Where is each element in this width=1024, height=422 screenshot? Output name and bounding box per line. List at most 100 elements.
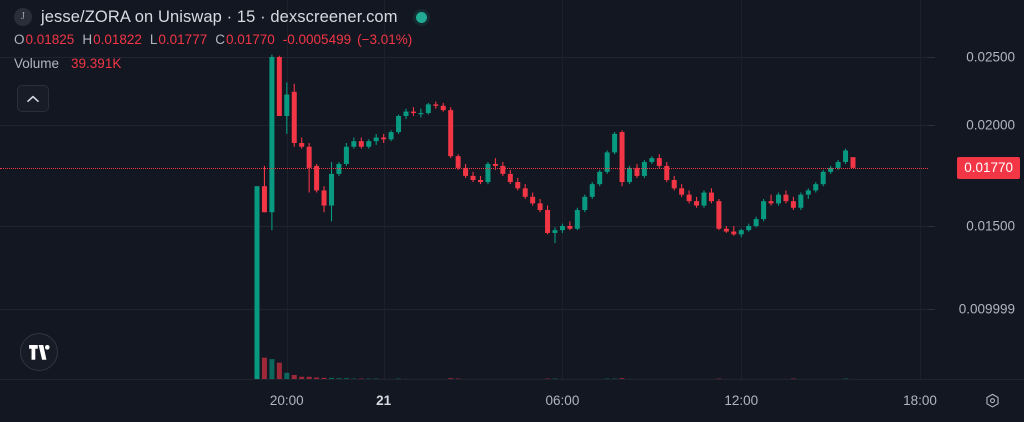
candle-body (619, 132, 625, 183)
candle-body (291, 91, 297, 144)
high-value: 0.01822 (93, 31, 142, 47)
candle-body (731, 231, 737, 235)
candle-body (738, 230, 744, 235)
time-axis-tick: 20:00 (269, 393, 304, 408)
candle-body (679, 188, 685, 195)
collapse-legend-button[interactable] (17, 85, 49, 112)
price-tick-mark (928, 226, 935, 227)
price-axis-tick: 0.01500 (966, 218, 1015, 234)
price-axis-tick: 0.009999 (958, 301, 1015, 317)
grid-line-vertical (286, 0, 288, 380)
candle-body (708, 192, 714, 202)
candle-body (612, 133, 618, 153)
grid-line-vertical (383, 0, 385, 380)
gear-icon (985, 393, 999, 407)
grid-line-horizontal (0, 309, 928, 310)
price-axis-tick: 0.02500 (966, 49, 1015, 65)
candle-body (574, 209, 580, 229)
candle-body (776, 194, 781, 204)
candle-body (522, 188, 528, 197)
time-axis-tick: 06:00 (545, 393, 580, 408)
change-absolute: -0.0005499 (282, 31, 352, 47)
candle-body (351, 141, 357, 147)
candle-body (463, 167, 469, 176)
candle-body (664, 165, 670, 180)
volume-bar (284, 372, 290, 380)
candle-body (381, 137, 387, 140)
candle-body (552, 230, 558, 233)
candle-body (299, 143, 305, 147)
candle-body (276, 57, 282, 116)
candle-body (418, 113, 424, 115)
chevron-up-icon (27, 95, 39, 102)
candle-body (835, 161, 841, 168)
low-label: L (149, 31, 158, 47)
candle-body (649, 158, 655, 162)
volume-bar (329, 377, 334, 380)
tradingview-logo-icon[interactable] (20, 333, 58, 371)
time-axis[interactable]: 20:00 21 06:00 12:00 18:00 (0, 379, 1024, 422)
candle-body (761, 201, 767, 220)
candle-body (850, 157, 856, 168)
tv-glyph-icon (28, 344, 50, 360)
candle-body (604, 152, 610, 172)
candle-body (455, 156, 461, 168)
candle-body (440, 105, 446, 111)
volume-bar (276, 362, 282, 380)
volume-bar (261, 357, 267, 380)
time-axis-tick: 21 (376, 393, 392, 408)
page-title[interactable]: jesse/ZORA on Uniswap · 15 · dexscreener… (41, 7, 398, 26)
volume-bar (306, 376, 312, 380)
candle-body (515, 182, 521, 189)
volume-bar (299, 376, 305, 380)
candle-body (656, 158, 662, 166)
candle-body (686, 194, 692, 202)
candle-body (790, 201, 796, 208)
legend-title-row: J jesse/ZORA on Uniswap · 15 · dexscreen… (14, 6, 427, 28)
candle-body (798, 194, 804, 208)
volume-label: Volume (14, 55, 60, 71)
candle-body (403, 111, 409, 116)
candle-body (485, 163, 491, 183)
settings-button[interactable] (982, 391, 1002, 411)
open-value: 0.01825 (25, 31, 75, 47)
volume-bar (314, 377, 320, 380)
candle-body (373, 137, 379, 142)
price-axis-tick: 0.02000 (966, 117, 1015, 133)
candle-body (366, 141, 372, 147)
high-label: H (82, 31, 93, 47)
grid-line-vertical (562, 0, 564, 380)
candle-body (269, 57, 275, 213)
candle-body (321, 190, 327, 206)
current-price-tag: 0.01770 (957, 156, 1020, 179)
candle-body (470, 175, 476, 180)
volume-bar (321, 377, 327, 380)
candle-body (306, 146, 312, 168)
candle-body (753, 219, 759, 226)
close-value: 0.01770 (225, 31, 275, 47)
price-tick-mark (928, 125, 935, 126)
time-axis-tick: 12:00 (724, 393, 759, 408)
grid-line-vertical (920, 0, 922, 380)
ohlc-row: O 0.01825 H 0.01822 L 0.01777 C 0.01770 … (14, 29, 427, 49)
candle-body (261, 186, 267, 213)
candle-body (828, 167, 834, 172)
candle-body (284, 94, 290, 116)
candle-body (597, 171, 603, 185)
candle-body (768, 201, 774, 204)
price-tick-mark (928, 57, 935, 58)
candle-body (478, 179, 483, 183)
candle-body (425, 104, 431, 114)
candle-body (500, 165, 506, 174)
price-axis[interactable]: 0.01770 0.02500 0.02000 0.01500 0.009999 (928, 0, 1024, 380)
candle-body (723, 228, 729, 232)
candle-body (410, 111, 416, 114)
volume-bar (254, 344, 260, 380)
chart-legend: J jesse/ZORA on Uniswap · 15 · dexscreen… (14, 6, 427, 73)
candle-body (820, 171, 826, 185)
candle-body (716, 201, 722, 229)
volume-bar (291, 374, 297, 380)
candle-body (336, 163, 342, 174)
candle-body (627, 167, 632, 183)
candle-body (671, 179, 677, 189)
